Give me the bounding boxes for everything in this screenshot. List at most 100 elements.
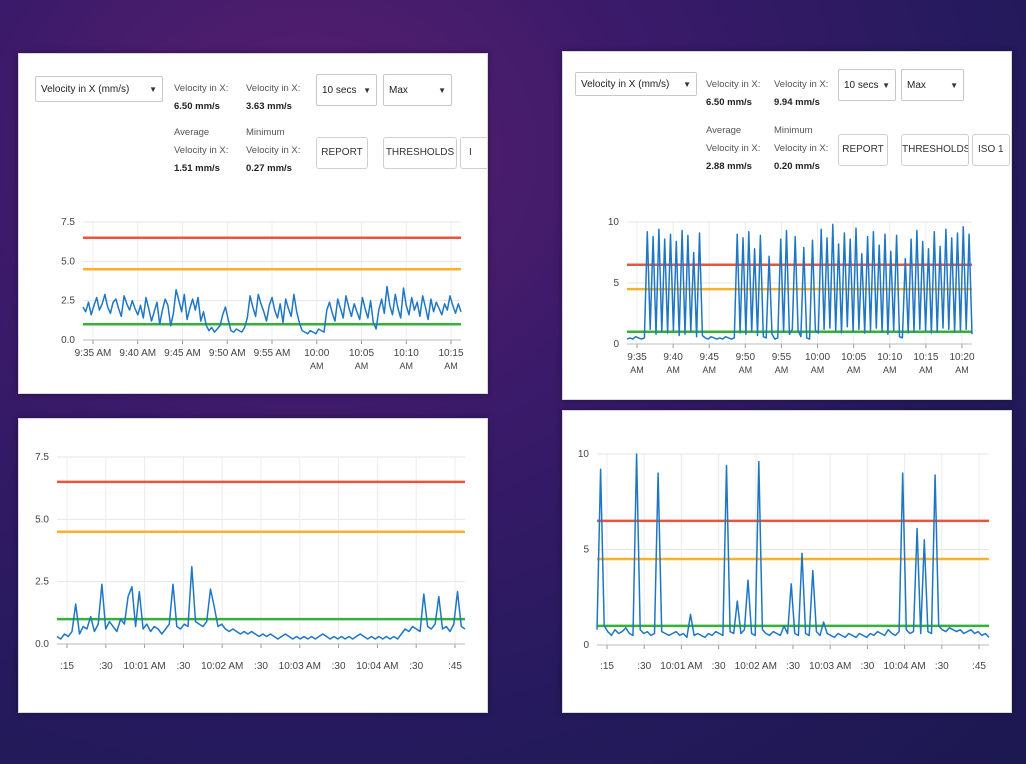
mode-dropdown[interactable]: Max ▼ <box>901 69 964 101</box>
stat-sublabel: Velocity in X: <box>706 143 761 154</box>
x-tick-label-line2: AM <box>666 365 680 375</box>
x-tick-label: :30 <box>254 661 268 672</box>
chevron-down-icon: ▼ <box>438 86 446 95</box>
thresholds-button[interactable]: THRESHOLDS <box>901 134 969 166</box>
report-button[interactable]: REPORT <box>838 134 888 166</box>
x-tick-label: :30 <box>935 661 949 672</box>
x-tick-label: 10:00 <box>805 352 830 363</box>
velocity-chart: 10 5 0:15:30 10:01 AM:30 10:02 AM:30 10:03 AM… <box>578 449 990 672</box>
x-tick-label-line2: AM <box>444 361 458 371</box>
y-tick-label: 0 <box>583 640 589 651</box>
thresholds-button[interactable]: THRESHOLDS <box>383 137 457 169</box>
x-tick-label-line2: AM <box>811 365 825 375</box>
x-tick-label: 9:45 AM <box>164 348 201 359</box>
velocity-chart: 7.5 5.0 2.5 0.0:15:30 10:01 AM:30 10:02 AM:30… <box>35 452 466 672</box>
iso-button[interactable]: I <box>460 137 487 169</box>
mode-dropdown-label: Max <box>389 85 408 96</box>
x-tick-label-line2: AM <box>400 361 414 371</box>
stat-label: Minimum <box>246 127 285 138</box>
x-tick-label: 10:15 <box>438 348 463 359</box>
x-tick-label: :30 <box>860 661 874 672</box>
y-tick-label: 10 <box>578 449 590 460</box>
x-tick-label: 10:03 AM <box>279 661 321 672</box>
x-tick-label: :30 <box>637 661 651 672</box>
interval-dropdown[interactable]: 10 secs ▼ <box>838 69 896 101</box>
stat-max-threshold: Velocity in X: 6.50 mm/s <box>706 76 760 112</box>
x-tick-label: :30 <box>786 661 800 672</box>
y-tick-label: 0.0 <box>61 335 75 346</box>
stat-label: Velocity in X: <box>174 83 229 94</box>
report-button[interactable]: REPORT <box>316 137 368 169</box>
chevron-down-icon: ▼ <box>363 86 371 95</box>
stat-label: Average <box>174 127 210 138</box>
x-tick-label-line2: AM <box>847 365 861 375</box>
x-tick-label: :15 <box>600 661 614 672</box>
stat-max-value: Velocity in X: 3.63 mm/s <box>246 80 300 116</box>
x-tick-label: 9:55 AM <box>254 348 291 359</box>
velocity-chart: 7.5 5.0 2.5 0.09:35 AM 9:40 AM 9:45 AM 9:50 AM… <box>61 217 464 371</box>
velocity-chart: 10 5 0 9:35 AM 9:40 AM 9:45 AM 9:50 AM 9:55 AM 10:00 A… <box>608 217 975 375</box>
dashboard-panel-bottom-right: 10 5 0:15:30 10:01 AM:30 10:02 AM:30 10:03 AM… <box>562 410 1012 713</box>
x-tick-label-line2: AM <box>883 365 897 375</box>
stat-sublabel: Velocity in X: <box>774 143 829 154</box>
iso-button[interactable]: ISO 1 <box>972 134 1010 166</box>
stat-average: Average Velocity in X: 2.88 mm/s <box>706 122 760 176</box>
x-tick-label-line2: AM <box>739 365 753 375</box>
mode-dropdown[interactable]: Max ▼ <box>383 74 452 106</box>
stat-max-threshold: Velocity in X: 6.50 mm/s <box>174 80 228 116</box>
dashboard-panel-top-left: Velocity in X (mm/s) ▼ Velocity in X: 6.… <box>18 53 488 394</box>
stat-value: 2.88 mm/s <box>706 161 752 172</box>
stat-value: 9.94 mm/s <box>774 97 820 108</box>
y-tick-label: 5.0 <box>61 256 75 267</box>
chevron-down-icon: ▼ <box>683 80 691 89</box>
x-tick-label-line2: AM <box>702 365 716 375</box>
y-tick-label: 7.5 <box>35 452 49 463</box>
y-tick-label: 7.5 <box>61 217 75 228</box>
x-tick-label: 10:01 AM <box>123 661 165 672</box>
x-tick-label: 9:40 <box>663 352 683 363</box>
series-line-velocity <box>596 453 990 639</box>
x-tick-label: :45 <box>972 661 986 672</box>
series-line-velocity <box>626 223 973 340</box>
series-line-velocity <box>82 285 462 335</box>
x-tick-label-line2: AM <box>630 365 644 375</box>
x-tick-label: 9:50 AM <box>209 348 246 359</box>
interval-dropdown[interactable]: 10 secs ▼ <box>316 74 377 106</box>
x-tick-label: 9:45 <box>699 352 719 363</box>
stat-value: 3.63 mm/s <box>246 101 292 112</box>
x-tick-label: 10:02 AM <box>201 661 243 672</box>
stat-label: Minimum <box>774 125 813 136</box>
x-tick-label: 9:35 AM <box>75 348 112 359</box>
x-tick-label-line2: AM <box>355 361 369 371</box>
x-tick-label: 10:03 AM <box>809 661 851 672</box>
x-tick-label: 9:50 <box>736 352 756 363</box>
stat-value: 6.50 mm/s <box>174 101 220 112</box>
x-tick-label: 9:55 <box>772 352 792 363</box>
x-tick-label: 10:04 AM <box>356 661 398 672</box>
dashboard-panel-bottom-left: 7.5 5.0 2.5 0.0:15:30 10:01 AM:30 10:02 AM:30… <box>18 418 488 713</box>
x-tick-label: 10:04 AM <box>883 661 925 672</box>
mode-dropdown-label: Max <box>907 80 926 91</box>
chevron-down-icon: ▼ <box>882 81 890 90</box>
y-tick-label: 5 <box>613 278 619 289</box>
x-tick-label: 10:05 <box>349 348 374 359</box>
metric-dropdown[interactable]: Velocity in X (mm/s) ▼ <box>575 72 697 96</box>
stat-value: 0.27 mm/s <box>246 163 292 174</box>
interval-dropdown-label: 10 secs <box>322 85 357 96</box>
stat-max-value: Velocity in X: 9.94 mm/s <box>774 76 828 112</box>
stat-sublabel: Velocity in X: <box>174 145 229 156</box>
stat-label: Velocity in X: <box>246 83 301 94</box>
x-tick-label: 9:40 AM <box>119 348 156 359</box>
stat-label: Velocity in X: <box>706 79 761 90</box>
stat-label: Average <box>706 125 742 136</box>
x-tick-label: :30 <box>332 661 346 672</box>
metric-dropdown-label: Velocity in X (mm/s) <box>41 84 130 95</box>
metric-dropdown[interactable]: Velocity in X (mm/s) ▼ <box>35 76 163 102</box>
x-tick-label-line2: AM <box>955 365 969 375</box>
dashboard-panel-top-right: Velocity in X (mm/s) ▼ Velocity in X: 6.… <box>562 51 1012 400</box>
x-tick-label: :15 <box>60 661 74 672</box>
x-tick-label: :45 <box>448 661 462 672</box>
stat-value: 1.51 mm/s <box>174 163 220 174</box>
x-tick-label: 10:01 AM <box>660 661 702 672</box>
x-tick-label: 9:35 <box>627 352 647 363</box>
